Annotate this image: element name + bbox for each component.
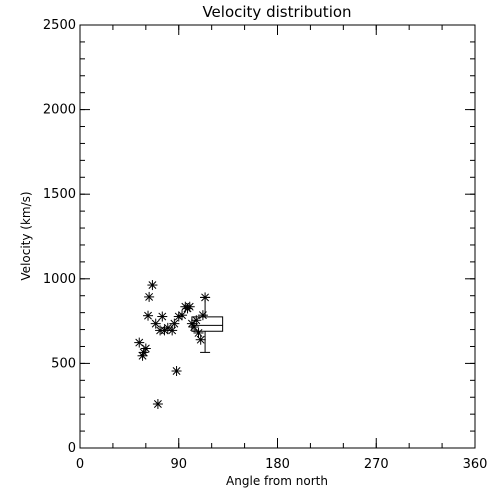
y-axis: 0 500 1000 1500 2000 2500 xyxy=(43,18,475,456)
data-point xyxy=(134,337,145,348)
data-point xyxy=(184,301,195,312)
data-point xyxy=(195,334,206,345)
data-point xyxy=(200,292,211,303)
y-tick-label: 500 xyxy=(51,356,76,371)
chart-title: Velocity distribution xyxy=(202,3,351,21)
data-point xyxy=(147,280,158,291)
data-point xyxy=(191,315,202,326)
y-axis-title: Velocity (km/s) xyxy=(19,191,33,280)
x-axis: 0 90 180 270 360 xyxy=(76,25,488,472)
x-axis-title: Angle from north xyxy=(226,474,328,488)
data-point xyxy=(140,343,151,354)
data-point xyxy=(169,318,180,329)
data-point xyxy=(167,325,178,336)
data-point xyxy=(138,347,149,358)
x-tick-label: 90 xyxy=(170,457,187,472)
y-tick-label: 0 xyxy=(68,441,76,456)
x-tick-label: 270 xyxy=(364,457,389,472)
data-point xyxy=(157,311,168,322)
y-tick-label: 1000 xyxy=(43,272,76,287)
data-point xyxy=(197,310,208,321)
y-tick-label: 1500 xyxy=(43,187,76,202)
x-tick-label: 360 xyxy=(463,457,488,472)
data-point xyxy=(177,310,188,321)
data-point xyxy=(144,291,155,302)
x-tick-label: 0 xyxy=(76,457,84,472)
data-point xyxy=(143,310,154,321)
scatter-points xyxy=(134,280,211,410)
y-tick-label: 2500 xyxy=(43,18,76,33)
data-point xyxy=(193,327,204,338)
data-point xyxy=(189,322,200,333)
y-tick-label: 2000 xyxy=(43,103,76,118)
data-point xyxy=(171,366,182,377)
data-point xyxy=(150,318,161,329)
data-point xyxy=(152,399,163,410)
x-tick-label: 180 xyxy=(265,457,290,472)
